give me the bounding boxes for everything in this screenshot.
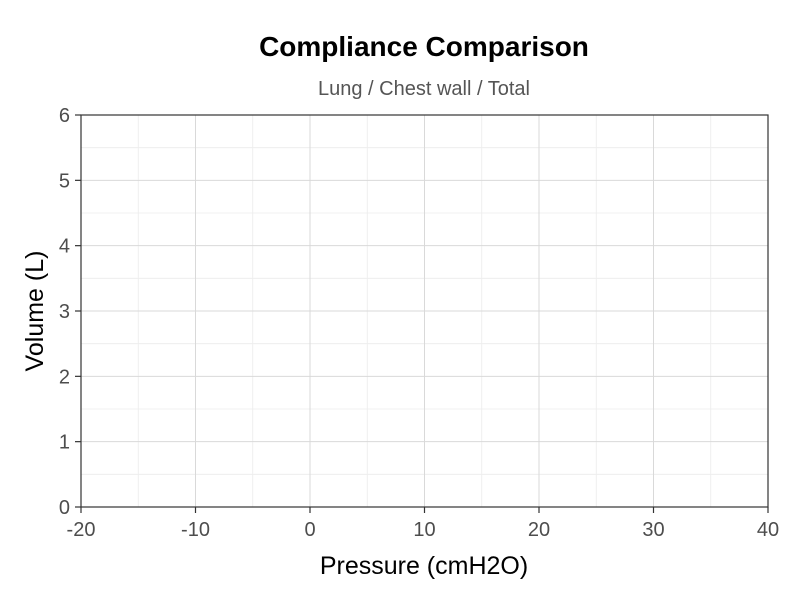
y-tick-label: 5 [59, 170, 70, 192]
y-axis-ticks: 0 1 2 3 4 5 6 [59, 105, 81, 519]
x-tick-label: 0 [304, 519, 315, 541]
x-tick-label: -10 [181, 519, 210, 541]
y-tick-label: 1 [59, 432, 70, 454]
chart-title: Compliance Comparison [259, 31, 589, 62]
x-axis-ticks: -20 -10 0 10 20 30 40 [67, 507, 779, 541]
y-tick-label: 4 [59, 236, 70, 258]
x-tick-label: 30 [642, 519, 664, 541]
y-axis-title: Volume (L) [21, 251, 49, 372]
y-tick-label: 6 [59, 105, 70, 127]
x-tick-label: 10 [413, 519, 435, 541]
chart-subtitle: Lung / Chest wall / Total [318, 78, 530, 100]
y-tick-label: 0 [59, 497, 70, 519]
y-tick-label: 3 [59, 301, 70, 323]
x-tick-label: 40 [757, 519, 779, 541]
y-tick-label: 2 [59, 366, 70, 388]
x-tick-label: 20 [528, 519, 550, 541]
x-tick-label: -20 [67, 519, 96, 541]
x-axis-title: Pressure (cmH2O) [320, 552, 528, 580]
